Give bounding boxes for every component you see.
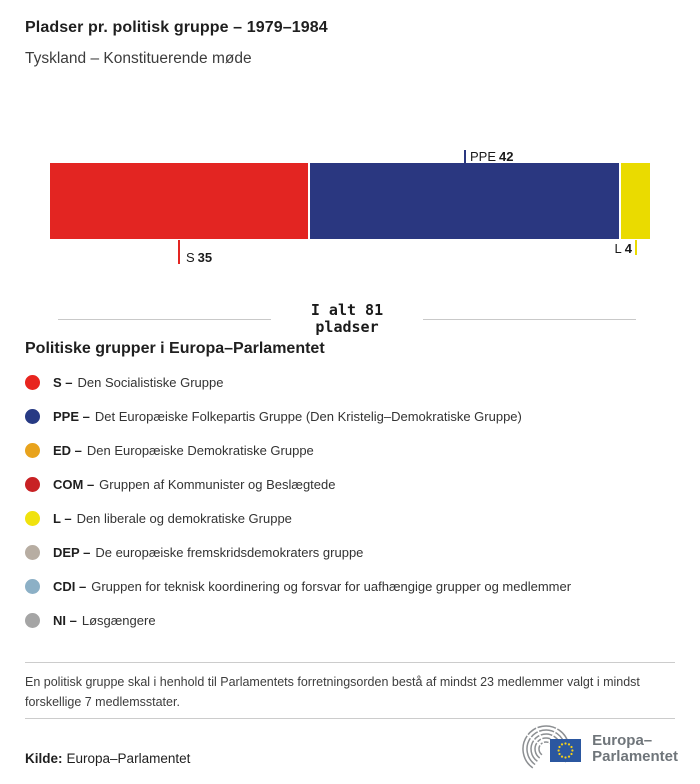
total-label-line1: I alt 81: [310, 301, 384, 319]
legend-item-dep: DEP – De europæiske fremskridsdemokrater…: [25, 535, 571, 569]
source-line: Kilde: Europa–Parlamentet: [25, 751, 190, 766]
logo-line2: Parlamentet: [592, 748, 678, 765]
total-label-line2: pladser: [315, 318, 379, 336]
bar-segment-l: [620, 163, 650, 239]
legend-dot-l: [25, 510, 40, 526]
legend-item-s: S – Den Socialistiske Gruppe: [25, 365, 571, 399]
legend-desc: Den liberale og demokratiske Gruppe: [76, 510, 292, 526]
eu-flag: [550, 739, 582, 762]
annotation-s: S 35: [186, 250, 212, 265]
legend-item-l: L – Den liberale og demokratiske Gruppe: [25, 501, 571, 535]
legend-dot-s: [25, 374, 40, 390]
seat-bar: [50, 163, 650, 239]
legend-desc: Den Europæiske Demokratiske Gruppe: [86, 442, 314, 458]
annotation-ppe-name: PPE: [470, 149, 497, 164]
legend: S – Den Socialistiske Gruppe PPE – Det E…: [25, 365, 571, 637]
legend-item-cdi: CDI – Gruppen for teknisk koordinering o…: [25, 569, 571, 603]
s-tick-mark: [178, 240, 180, 264]
legend-label: S –: [53, 374, 73, 390]
legend-heading: Politiske grupper i Europa–Parlamentet: [25, 340, 325, 357]
page-subtitle: Tyskland – Konstituerende møde: [25, 50, 252, 67]
legend-dot-cdi: [25, 578, 40, 594]
source-label: Kilde:: [25, 751, 63, 766]
legend-item-ed: ED – Den Europæiske Demokratiske Gruppe: [25, 433, 571, 467]
divider-right: [423, 318, 636, 320]
legend-label: PPE –: [53, 408, 90, 424]
annotation-s-value: 35: [197, 250, 213, 265]
logo-line1: Europa–: [592, 732, 653, 749]
legend-desc: Gruppen for teknisk koordinering og fors…: [91, 578, 572, 594]
legend-dot-ppe: [25, 408, 40, 424]
bar-segment-s: [50, 163, 308, 239]
europa-parlamentet-logo: Europa– Parlamentet: [514, 724, 678, 774]
legend-dot-ni: [25, 612, 40, 628]
legend-desc: Den Socialistiske Gruppe: [77, 374, 224, 390]
total-row: I alt 81 pladser: [58, 302, 636, 336]
legend-label: L –: [53, 510, 72, 526]
bar-segment-ppe: [309, 163, 619, 239]
footnote-divider-top: [25, 662, 675, 663]
ep-hemicycle-flag-icon: [522, 725, 582, 773]
legend-label: ED –: [53, 442, 82, 458]
legend-label: NI –: [53, 612, 77, 628]
legend-item-ppe: PPE – Det Europæiske Folkepartis Gruppe …: [25, 399, 571, 433]
page-title: Pladser pr. politisk gruppe – 1979–1984: [25, 19, 328, 36]
legend-dot-dep: [25, 544, 40, 560]
total-label: I alt 81 pladser: [271, 302, 423, 336]
legend-dot-com: [25, 476, 40, 492]
footnote-text: En politisk gruppe skal i henhold til Pa…: [25, 675, 640, 709]
divider-left: [58, 318, 271, 320]
legend-desc: Gruppen af Kommunister og Beslægtede: [99, 476, 336, 492]
legend-desc: De europæiske fremskridsdemokraters grup…: [95, 544, 364, 560]
source-value: Europa–Parlamentet: [66, 751, 191, 766]
legend-label: CDI –: [53, 578, 87, 594]
annotation-ppe: PPE 42: [470, 149, 513, 164]
footnote-divider-bottom: [25, 718, 675, 719]
logo-wordmark: Europa– Parlamentet: [592, 733, 678, 765]
l-tick-mark: [635, 240, 637, 255]
legend-item-com: COM – Gruppen af Kommunister og Beslægte…: [25, 467, 571, 501]
legend-desc: Det Europæiske Folkepartis Gruppe (Den K…: [94, 408, 522, 424]
annotation-s-name: S: [186, 250, 195, 265]
legend-item-ni: NI – Løsgængere: [25, 603, 571, 637]
annotation-ppe-value: 42: [499, 149, 514, 164]
legend-desc: Løsgængere: [81, 612, 156, 628]
annotation-l-name: L: [614, 241, 622, 256]
legend-label: DEP –: [53, 544, 91, 560]
annotation-l-value: 4: [624, 241, 632, 256]
legend-dot-ed: [25, 442, 40, 458]
legend-label: COM –: [53, 476, 95, 492]
ppe-tick-mark: [464, 150, 466, 163]
